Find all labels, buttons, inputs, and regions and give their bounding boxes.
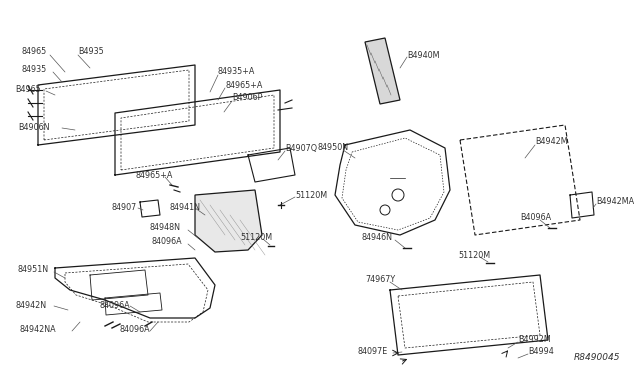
Text: B4965: B4965: [15, 86, 41, 94]
Text: 51120M: 51120M: [458, 250, 490, 260]
Text: 84946N: 84946N: [362, 234, 393, 243]
Text: B4940M: B4940M: [407, 51, 440, 60]
Text: B4935: B4935: [78, 48, 104, 57]
Text: B4096A: B4096A: [520, 214, 551, 222]
Text: 84942N: 84942N: [16, 301, 47, 310]
Text: 74967Y: 74967Y: [365, 276, 395, 285]
Text: 84907: 84907: [112, 202, 137, 212]
Polygon shape: [195, 190, 262, 252]
Text: R8490045: R8490045: [573, 353, 620, 362]
Text: B4994: B4994: [528, 347, 554, 356]
Text: 84948N: 84948N: [150, 224, 181, 232]
Text: 84950N: 84950N: [318, 144, 349, 153]
Text: 84935: 84935: [22, 65, 47, 74]
Text: 84965: 84965: [22, 48, 47, 57]
Text: B4906N: B4906N: [18, 124, 49, 132]
Text: 84935+A: 84935+A: [218, 67, 255, 77]
Polygon shape: [365, 38, 400, 104]
Text: 84096A: 84096A: [100, 301, 131, 310]
Text: 51120M: 51120M: [240, 234, 272, 243]
Text: 84096A: 84096A: [152, 237, 182, 247]
Text: B4942MA: B4942MA: [596, 198, 634, 206]
Text: 84942NA: 84942NA: [20, 326, 56, 334]
Text: B4942M: B4942M: [535, 138, 568, 147]
Text: 51120M: 51120M: [295, 190, 327, 199]
Text: 84096A: 84096A: [120, 326, 150, 334]
Text: B4906P: B4906P: [232, 93, 262, 103]
Text: 84965+A: 84965+A: [135, 170, 172, 180]
Text: 84951N: 84951N: [18, 266, 49, 275]
Text: 84941N: 84941N: [170, 202, 201, 212]
Text: B4992M: B4992M: [518, 336, 551, 344]
Text: 84965+A: 84965+A: [225, 80, 262, 90]
Text: 84097E: 84097E: [358, 347, 388, 356]
Text: B4907Q: B4907Q: [285, 144, 317, 153]
